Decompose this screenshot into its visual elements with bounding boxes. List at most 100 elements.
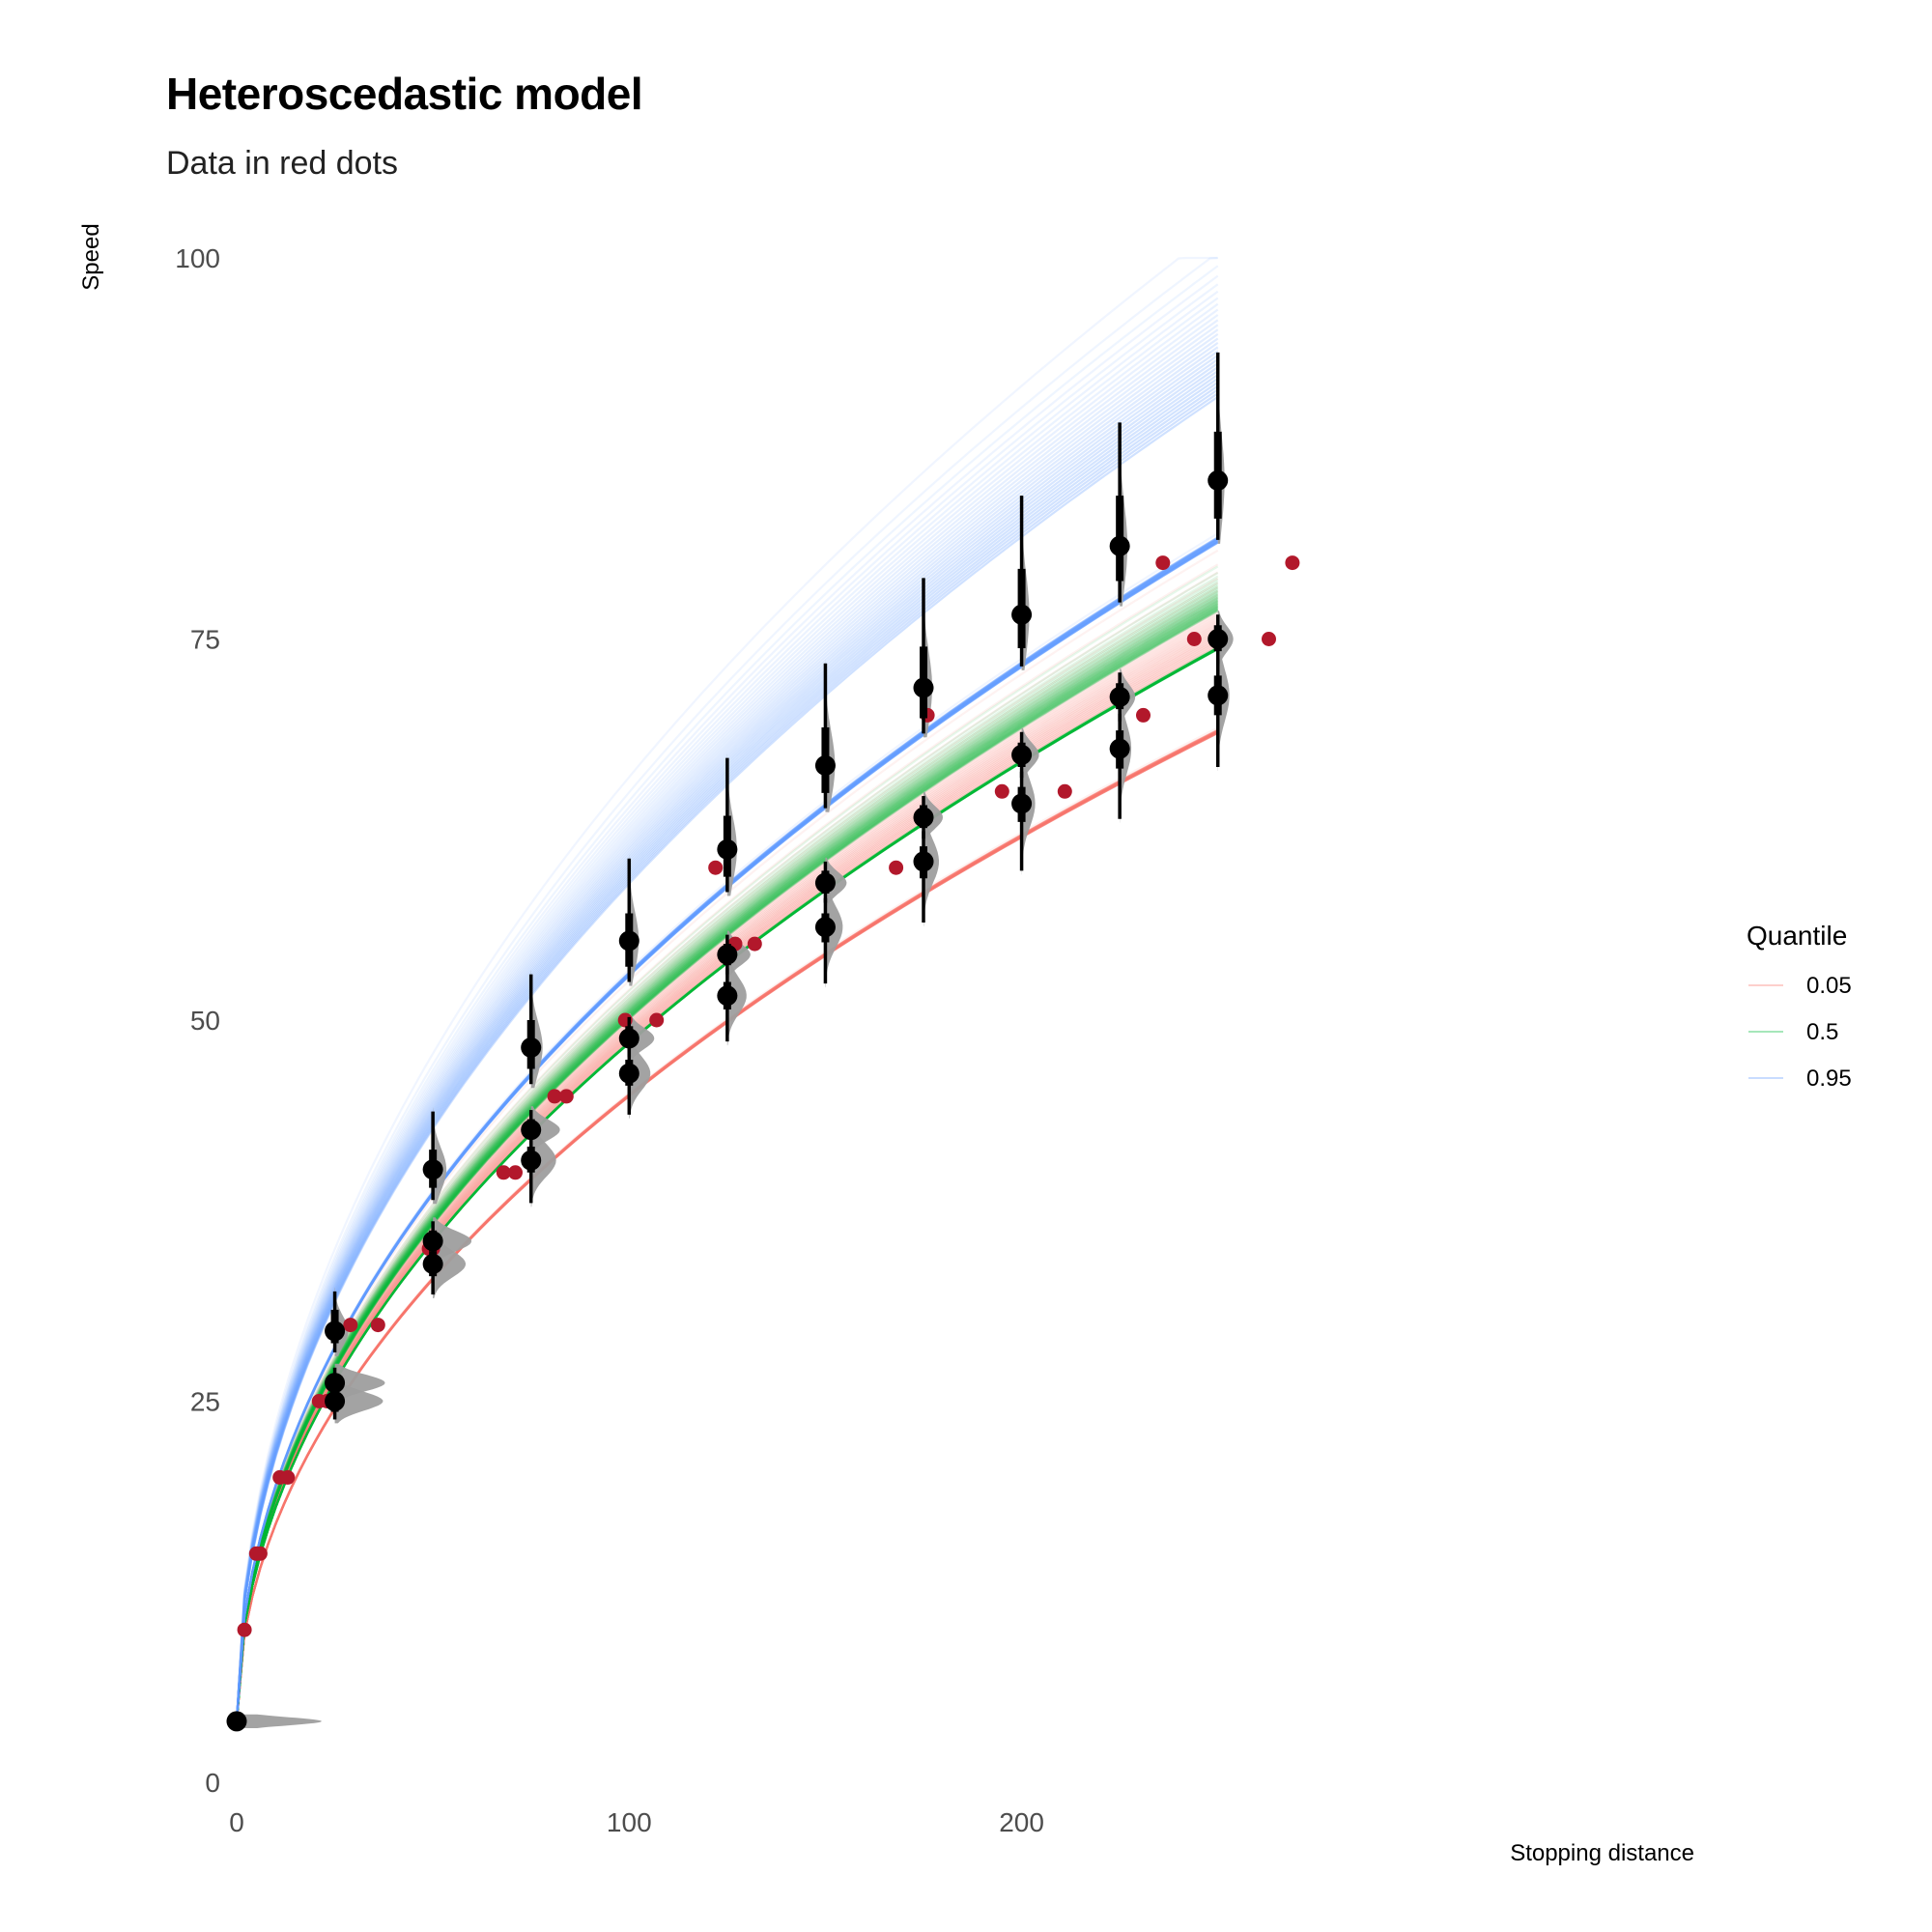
- draw-line-0.5: [235, 575, 1219, 1721]
- data-point: [508, 1165, 523, 1180]
- data-point: [1155, 555, 1171, 571]
- data-point: [994, 783, 1009, 799]
- draw-line-0.95: [235, 362, 1219, 1721]
- draw-line-0.5: [235, 588, 1219, 1721]
- draw-line-0.95: [235, 395, 1219, 1721]
- density-shape: [530, 1131, 556, 1208]
- draw-line-0.5: [235, 602, 1219, 1721]
- data-point: [280, 1469, 296, 1485]
- draw-line-0.5: [235, 592, 1219, 1721]
- draw-line-0.5: [235, 578, 1219, 1721]
- density-shape: [433, 1238, 467, 1299]
- median-point: [1109, 738, 1130, 759]
- x-tick-label: 200: [999, 1807, 1044, 1837]
- draw-line-0.05: [235, 603, 1219, 1721]
- draw-line-0.95: [235, 377, 1219, 1721]
- data-point: [1285, 555, 1300, 571]
- draw-line-0.95: [235, 302, 1219, 1721]
- x-tick-label: 0: [229, 1807, 244, 1837]
- median-point: [814, 872, 836, 894]
- median-point: [814, 754, 836, 776]
- draw-line-0.5: [235, 601, 1219, 1721]
- median-point: [717, 944, 738, 965]
- draw-line-0.5: [235, 607, 1219, 1721]
- draw-line-0.05: [235, 605, 1219, 1721]
- y-axis-title: Speed: [78, 223, 104, 290]
- data-point: [889, 860, 904, 875]
- draw-line-0.5: [235, 596, 1219, 1721]
- draw-line-0.5: [235, 583, 1219, 1721]
- median-point: [1011, 744, 1033, 765]
- median-point: [913, 807, 934, 828]
- draw-line-0.95: [235, 328, 1219, 1721]
- median-point: [226, 1711, 247, 1732]
- data-point: [496, 1165, 511, 1180]
- draw-line-0.95: [235, 337, 1219, 1721]
- density-layer: [237, 348, 1234, 1729]
- draw-line-0.95: [235, 346, 1219, 1721]
- draw-line-0.5: [235, 600, 1219, 1721]
- density-shape: [726, 964, 747, 1046]
- median-point: [521, 1120, 542, 1141]
- draw-line-0.05: [235, 549, 1219, 1721]
- draw-line-0.95: [235, 314, 1219, 1721]
- median-point: [717, 985, 738, 1007]
- median-point: [913, 677, 934, 698]
- draw-line-0.5: [235, 590, 1219, 1721]
- density-shape: [629, 1043, 651, 1119]
- y-tick-label: 75: [190, 625, 220, 655]
- draw-line-0.5: [235, 604, 1219, 1721]
- draw-line-0.95: [235, 374, 1219, 1721]
- data-point: [343, 1318, 358, 1333]
- draw-line-0.05: [235, 577, 1219, 1721]
- median-point: [1208, 629, 1229, 649]
- data-point: [1136, 707, 1151, 723]
- draw-line-0.5: [235, 585, 1219, 1721]
- median-point: [325, 1373, 346, 1394]
- draw-line-0.05: [235, 582, 1219, 1721]
- draw-line-0.95: [235, 333, 1219, 1721]
- draw-line-0.95: [235, 370, 1219, 1721]
- x-axis-title: Stopping distance: [1510, 1840, 1694, 1866]
- draw-line-0.95: [235, 324, 1219, 1721]
- median-point: [422, 1159, 443, 1180]
- draw-line-0.95: [235, 350, 1219, 1721]
- data-point: [252, 1546, 268, 1561]
- y-tick-label: 50: [190, 1006, 220, 1036]
- data-point: [1057, 783, 1072, 799]
- draw-line-0.5: [235, 586, 1219, 1721]
- intervals-layer: [226, 352, 1229, 1732]
- y-tick-label: 0: [205, 1768, 220, 1798]
- median-point: [618, 1028, 639, 1049]
- draw-line-0.5: [235, 599, 1219, 1721]
- density-shape: [237, 1714, 322, 1729]
- data-point: [708, 860, 724, 875]
- draw-line-0.5: [235, 605, 1219, 1721]
- data-point: [558, 1089, 574, 1104]
- draw-line-0.95: [235, 297, 1219, 1721]
- draw-line-0.95: [235, 290, 1219, 1721]
- draw-line-0.05: [235, 585, 1219, 1721]
- data-point: [1186, 632, 1202, 646]
- draw-line-0.05: [235, 593, 1219, 1721]
- draw-line-0.5: [235, 589, 1219, 1721]
- median-point: [1011, 793, 1033, 814]
- data-point: [237, 1622, 252, 1637]
- draw-line-0.95: [235, 392, 1219, 1721]
- axes-layer: Speed Stopping distance 0 25 50 75 100 0 100 20…: [78, 223, 1694, 1866]
- draw-line-0.5: [235, 593, 1219, 1721]
- data-point: [1262, 632, 1276, 646]
- draw-line-0.95: [235, 283, 1219, 1721]
- draw-line-0.5: [235, 606, 1219, 1721]
- draw-line-0.95: [235, 381, 1219, 1721]
- median-point: [521, 1150, 542, 1171]
- density-shape: [825, 857, 847, 907]
- y-tick-label: 100: [175, 243, 220, 273]
- draw-line-0.5: [235, 608, 1219, 1721]
- draw-line-0.5: [235, 597, 1219, 1721]
- legend-label-0.5: 0.5: [1806, 1019, 1838, 1045]
- draw-line-0.95: [235, 342, 1219, 1721]
- draw-line-0.95: [235, 388, 1219, 1721]
- data-point: [370, 1318, 385, 1333]
